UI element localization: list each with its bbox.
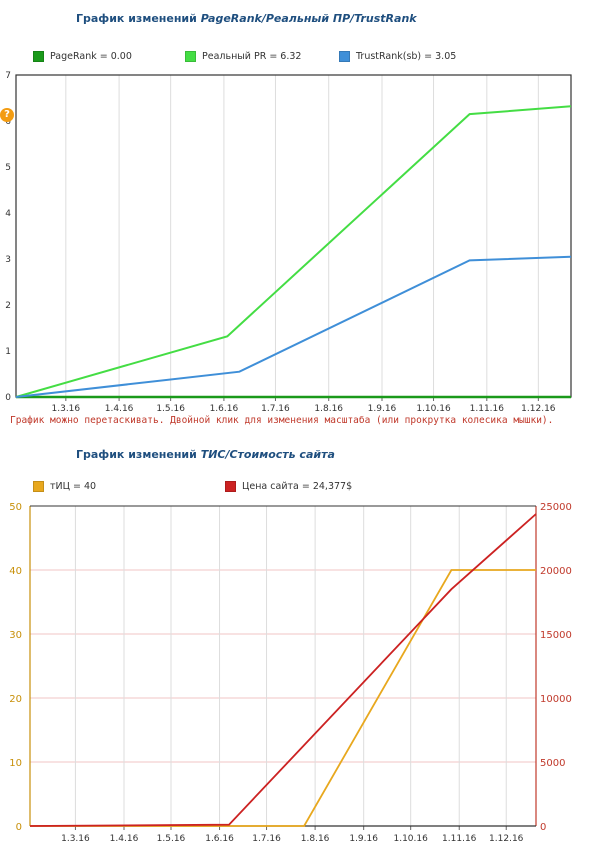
- y-right-tick-label: 20000: [540, 566, 572, 577]
- chart1-title: График изменений PageRank/Реальный ПР/Tr…: [76, 12, 417, 25]
- x-tick-label: 1.6.16: [210, 404, 239, 414]
- y-tick-label: 3: [5, 255, 11, 265]
- y-right-tick-label: 15000: [540, 630, 572, 641]
- x-tick-label: 1.3.16: [61, 834, 90, 844]
- x-tick-label: 1.5.16: [157, 834, 186, 844]
- y-right-tick-label: 25000: [540, 502, 572, 513]
- y-right-tick-label: 0: [540, 822, 546, 833]
- chart1-drag-hint: График можно перетаскивать. Двойной клик…: [10, 415, 554, 426]
- x-tick-label: 1.12.16: [489, 834, 524, 844]
- series-line-1: [29, 513, 537, 827]
- x-tick-label: 1.4.16: [105, 404, 134, 414]
- legend-item-pagerank[interactable]: PageRank = 0.00: [33, 51, 132, 62]
- x-tick-label: 1.4.16: [110, 834, 139, 844]
- y-left-tick-label: 0: [16, 822, 22, 833]
- y-tick-label: 4: [5, 209, 11, 219]
- y-left-tick-label: 30: [9, 630, 22, 641]
- legend-swatch: [339, 51, 350, 62]
- x-tick-label: 1.8.16: [301, 834, 330, 844]
- legend-label: TrustRank(sb) = 3.05: [356, 51, 457, 62]
- x-tick-label: 1.12.16: [521, 404, 556, 414]
- y-tick-label: 2: [5, 301, 11, 311]
- legend-label: PageRank = 0.00: [50, 51, 132, 62]
- y-left-tick-label: 10: [9, 758, 22, 769]
- series-line-1: [15, 105, 572, 398]
- y-left-tick-label: 50: [9, 502, 22, 513]
- legend-swatch: [225, 481, 236, 492]
- chart2-title: График изменений ТИС/Стоимость сайта: [76, 448, 335, 461]
- legend-swatch: [185, 51, 196, 62]
- legend-label: тИЦ = 40: [50, 481, 97, 492]
- x-tick-label: 1.8.16: [314, 404, 343, 414]
- x-tick-label: 1.3.16: [52, 404, 81, 414]
- legend-label: Реальный PR = 6.32: [202, 51, 302, 62]
- y-right-tick-label: 10000: [540, 694, 572, 705]
- x-tick-label: 1.5.16: [156, 404, 185, 414]
- legend-label: Цена сайта = 24,377$: [242, 481, 353, 492]
- x-tick-label: 1.11.16: [470, 404, 505, 414]
- legend-item-real-pr[interactable]: Реальный PR = 6.32: [185, 51, 301, 62]
- y-tick-label: 7: [5, 71, 11, 81]
- chart1-plot[interactable]: 1.3.16 1.4.16 1.5.16 1.6.16 1.7.16 1.8.16 1.9.…: [0, 0, 592, 420]
- legend-swatch: [33, 481, 44, 492]
- y-tick-label: 5: [5, 163, 11, 173]
- series-line-2: [15, 255, 572, 398]
- x-tick-label: 1.9.16: [349, 834, 378, 844]
- y-tick-label: 1: [5, 347, 11, 357]
- legend-item-site-price[interactable]: Цена сайта = 24,377$: [225, 481, 352, 492]
- y-tick-label: 0: [5, 393, 11, 403]
- y-left-tick-label: 20: [9, 694, 22, 705]
- y-right-tick-label: 5000: [540, 758, 565, 769]
- legend-item-tic[interactable]: тИЦ = 40: [33, 481, 96, 492]
- x-tick-label: 1.6.16: [205, 834, 234, 844]
- legend-item-trustrank[interactable]: TrustRank(sb) = 3.05: [339, 51, 456, 62]
- x-tick-label: 1.10.16: [416, 404, 451, 414]
- x-tick-label: 1.11.16: [442, 834, 477, 844]
- legend-swatch: [33, 51, 44, 62]
- y-left-tick-label: 40: [9, 566, 22, 577]
- help-icon[interactable]: ?: [0, 108, 14, 122]
- x-tick-label: 1.10.16: [393, 834, 428, 844]
- x-tick-label: 1.7.16: [261, 404, 290, 414]
- x-tick-label: 1.9.16: [368, 404, 397, 414]
- y-tick-label: 6: [5, 117, 11, 127]
- x-tick-label: 1.7.16: [252, 834, 281, 844]
